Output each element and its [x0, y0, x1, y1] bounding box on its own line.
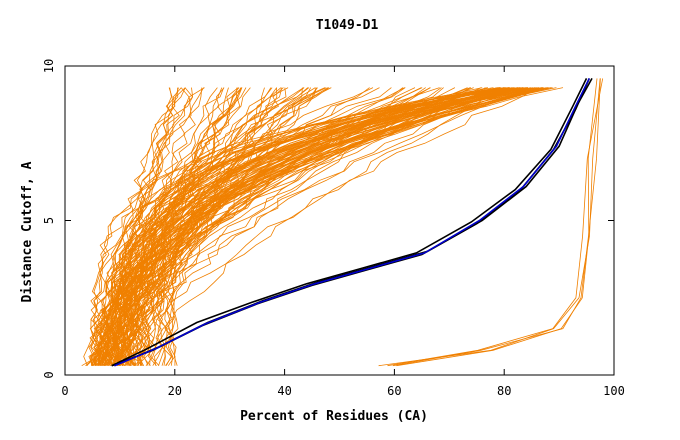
model-blue-curve [114, 78, 591, 367]
orange-outlier-curve-2 [392, 78, 601, 367]
x-tick-label-1: 20 [168, 384, 182, 398]
orange-model-curve-53 [137, 87, 504, 366]
y-tick-label-0: 0 [42, 371, 56, 378]
orange-model-curve-142 [120, 87, 528, 366]
chart-title: T1049-D1 [316, 18, 379, 33]
x-tick-label-5: 100 [603, 384, 625, 398]
orange-model-curve-138 [123, 87, 564, 366]
orange-model-curve-56 [96, 87, 483, 366]
orange-model-curve-134 [158, 87, 526, 366]
y-axis-ticks: 0 5 10 [42, 59, 614, 379]
orange-model-curve-147 [90, 87, 506, 366]
orange-model-curve-98 [165, 87, 553, 366]
orange-model-curve-141 [167, 87, 547, 366]
x-axis-ticks: 0 20 40 60 80 100 [61, 66, 625, 398]
orange-model-curve-25 [93, 87, 278, 366]
y-axis-label: Distance Cutoff, A [20, 161, 35, 302]
orange-model-curve-144 [108, 87, 536, 366]
model-black-3-curve [111, 78, 588, 367]
orange-model-curve-94 [125, 87, 509, 366]
orange-model-curves [81, 78, 604, 367]
orange-model-curve-130 [148, 87, 544, 366]
orange-model-curve-119 [157, 87, 543, 366]
orange-model-curve-145 [152, 87, 533, 366]
orange-model-curve-129 [105, 87, 529, 366]
orange-outlier-curve-3 [387, 78, 604, 367]
orange-model-curve-132 [125, 87, 518, 366]
y-tick-label-2: 10 [42, 59, 56, 73]
y-tick-label-1: 5 [42, 217, 56, 224]
orange-model-curve-148 [89, 87, 521, 366]
orange-model-curve-64 [124, 87, 539, 366]
orange-model-curve-143 [93, 87, 538, 366]
x-tick-label-0: 0 [61, 384, 68, 398]
orange-model-curve-10 [100, 87, 186, 366]
orange-model-curve-93 [107, 87, 548, 366]
orange-model-curve-127 [127, 87, 504, 366]
orange-model-curve-139 [114, 87, 506, 366]
orange-model-curve-103 [100, 87, 500, 366]
x-tick-label-3: 60 [387, 384, 401, 398]
orange-model-curve-117 [117, 87, 544, 366]
x-axis-label: Percent of Residues (CA) [240, 409, 428, 424]
highlighted-model-curves [111, 78, 593, 367]
orange-model-curve-149 [119, 87, 513, 366]
orange-model-curve-31 [88, 87, 194, 366]
orange-outlier-curve-1 [396, 78, 598, 367]
orange-model-curve-135 [111, 87, 519, 366]
orange-model-curve-121 [113, 87, 528, 366]
x-tick-label-4: 80 [497, 384, 511, 398]
orange-model-curve-50 [102, 87, 327, 366]
x-tick-label-2: 40 [277, 384, 291, 398]
